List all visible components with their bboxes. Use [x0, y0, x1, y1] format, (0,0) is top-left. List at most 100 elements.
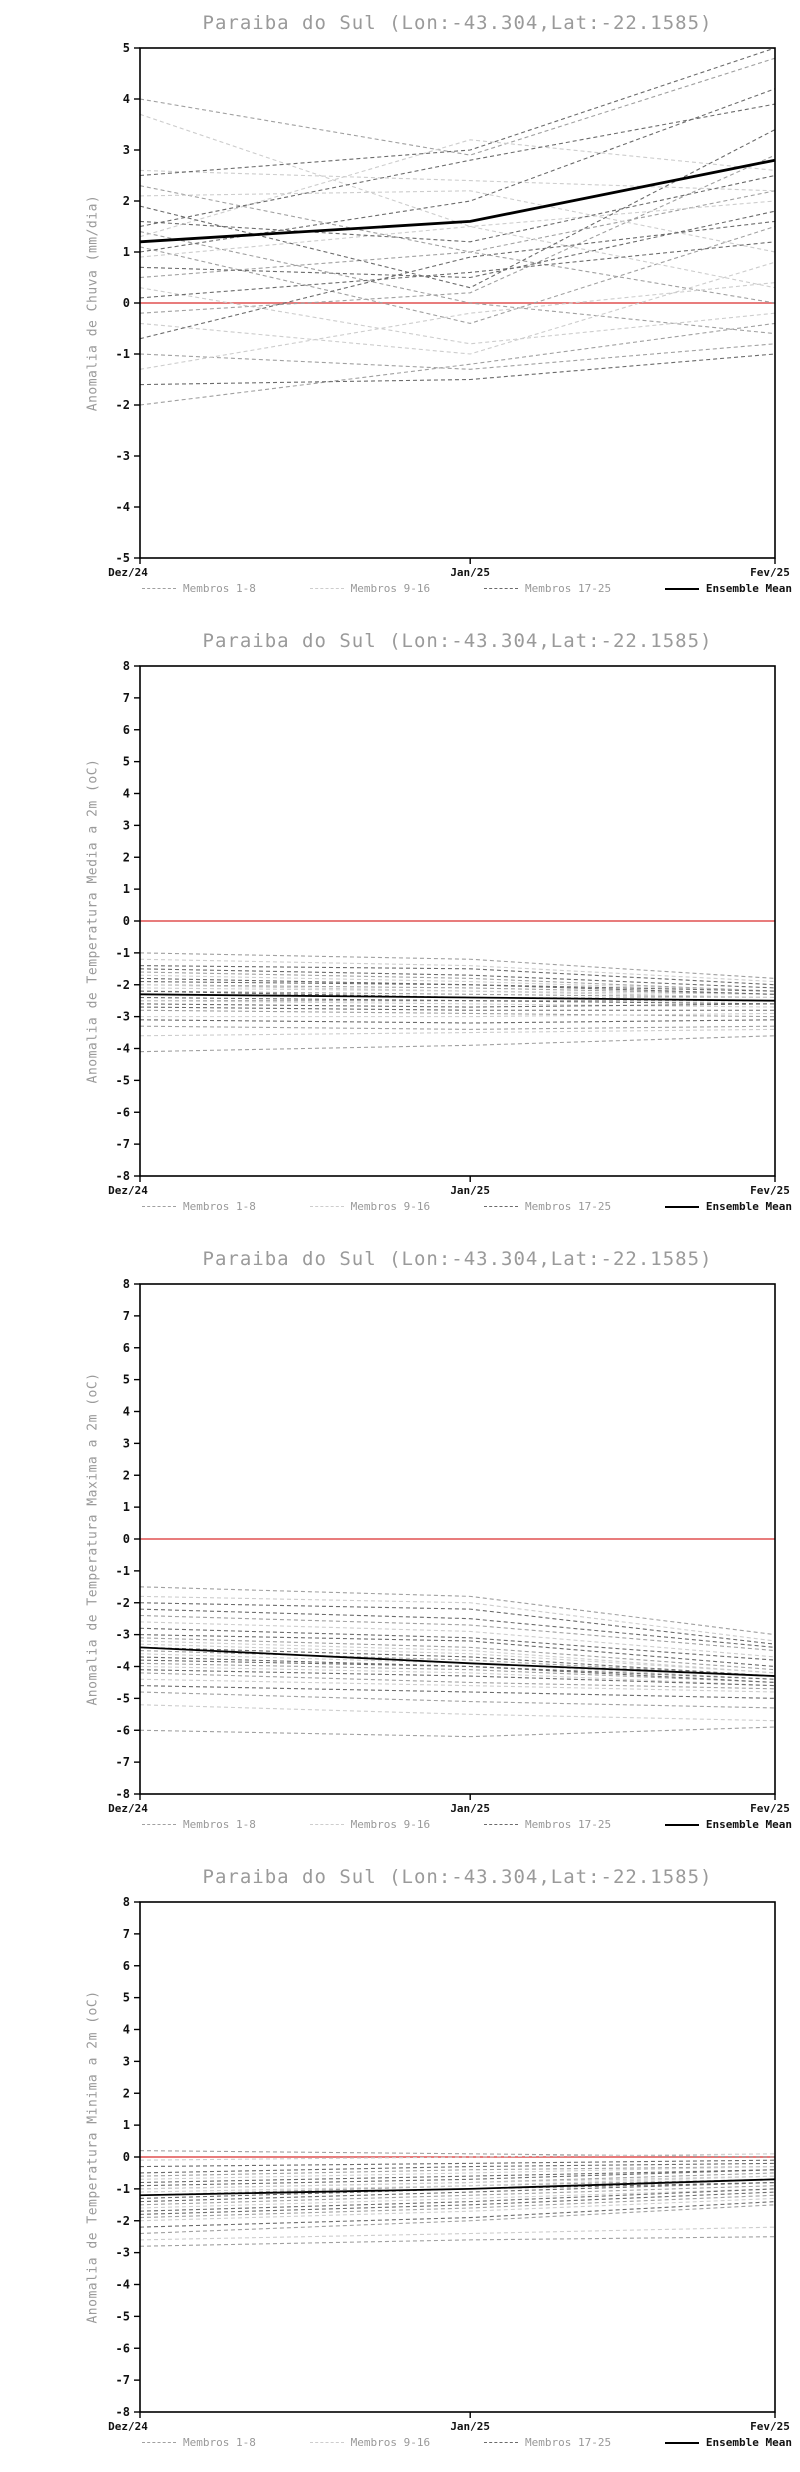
y-tick-label: -6: [116, 2341, 130, 2355]
dashed-line-sample-icon: [309, 1206, 344, 1207]
y-tick-label: -1: [116, 347, 130, 361]
y-tick-label: 0: [123, 296, 130, 310]
y-tick-label: -3: [116, 1010, 130, 1024]
dashed-line-sample-icon: [483, 1824, 518, 1825]
member-line: [139, 1640, 776, 1674]
y-tick-label: -4: [116, 2278, 130, 2292]
member-line: [139, 1003, 776, 1008]
legend-item-membros-1-8: Membros 1-8: [142, 2436, 256, 2449]
y-tick-label: 6: [123, 723, 130, 737]
y-tick-label: 4: [123, 2023, 130, 2037]
member-line: [139, 971, 776, 992]
y-tick-label: 3: [123, 818, 130, 832]
member-line: [139, 169, 776, 192]
member-line: [139, 2197, 776, 2222]
legend-item-membros-1-8: Membros 1-8: [142, 582, 256, 595]
member-line: [139, 1685, 776, 1699]
dashed-line-sample-icon: [309, 2442, 344, 2443]
legend-item-ensemble-mean: Ensemble Mean: [664, 1200, 792, 1213]
member-line: [139, 47, 776, 177]
member-line: [139, 1608, 776, 1648]
y-tick-label: 4: [123, 787, 130, 801]
y-tick-label: -5: [116, 1691, 130, 1705]
member-line: [139, 2159, 776, 2168]
member-line: [139, 57, 776, 156]
member-line: [139, 1009, 776, 1018]
plot-border: [139, 47, 776, 559]
chart-title: Paraiba do Sul (Lon:-43.304,Lat:-22.1585…: [202, 1248, 713, 1270]
x-tick-label: Fev/25: [750, 1184, 790, 1197]
member-line: [139, 185, 776, 253]
member-line: [139, 1614, 776, 1652]
member-line: [139, 1669, 776, 1687]
y-tick-label: -5: [116, 551, 130, 565]
ensemble-mean-line: [139, 158, 776, 244]
legend-item-membros-9-16: Membros 9-16: [309, 1200, 430, 1213]
y-tick-label: 5: [123, 1373, 130, 1387]
y-tick-label: 7: [123, 1927, 130, 1941]
y-tick-label: 7: [123, 1309, 130, 1323]
member-line: [139, 261, 776, 355]
y-tick-label: 5: [123, 1991, 130, 2005]
member-line: [139, 113, 776, 289]
member-line: [139, 2236, 776, 2247]
member-line: [139, 1627, 776, 1661]
legend-label: Ensemble Mean: [705, 2436, 792, 2449]
y-tick-label: 2: [123, 1468, 130, 1482]
y-tick-label: 6: [123, 1959, 130, 1973]
member-line: [139, 2226, 776, 2241]
chart-mean-temp-anomaly: Paraiba do Sul (Lon:-43.304,Lat:-22.1585…: [0, 618, 800, 1236]
plot-border: [139, 1283, 776, 1795]
legend-item-membros-17-25: Membros 17-25: [483, 1200, 611, 1213]
member-line: [139, 210, 776, 279]
legend-item-membros-17-25: Membros 17-25: [483, 1818, 611, 1831]
y-tick-label: -4: [116, 1660, 130, 1674]
member-line: [139, 987, 776, 995]
legend-label: Membros 1-8: [183, 1200, 256, 1213]
member-line: [139, 1672, 776, 1690]
y-tick-label: 2: [123, 2086, 130, 2100]
y-tick-label: 0: [123, 914, 130, 928]
member-line: [139, 1691, 776, 1709]
chart-min-temp-anomaly: Paraiba do Sul (Lon:-43.304,Lat:-22.1585…: [0, 1854, 800, 2472]
member-line: [139, 1025, 776, 1030]
y-tick-label: -3: [116, 2246, 130, 2260]
legend: Membros 1-8 Membros 9-16 Membros 17-25 E…: [142, 1818, 792, 1831]
member-line: [139, 251, 776, 304]
dashed-line-sample-icon: [142, 1206, 176, 1207]
legend-label: Membros 9-16: [350, 582, 431, 595]
member-line: [139, 1634, 776, 1668]
member-line: [139, 984, 776, 995]
legend-item-membros-9-16: Membros 9-16: [309, 582, 431, 595]
x-tick-label: Fev/25: [750, 566, 790, 579]
member-line: [139, 1726, 776, 1738]
y-tick-label: -4: [116, 500, 130, 514]
y-tick-label: 3: [123, 143, 130, 157]
dashed-line-sample-icon: [142, 2442, 176, 2443]
y-tick-label: -3: [116, 449, 130, 463]
member-line: [139, 2194, 776, 2219]
legend-item-ensemble-mean: Ensemble Mean: [664, 2436, 792, 2449]
dashed-line-sample-icon: [483, 1206, 518, 1207]
dashed-line-sample-icon: [309, 588, 344, 589]
member-line: [139, 1646, 776, 1677]
member-line: [139, 968, 776, 989]
member-line: [139, 2162, 776, 2174]
solid-line-sample-icon: [664, 1205, 699, 1208]
y-tick-label: -5: [116, 2309, 130, 2323]
member-line: [139, 1678, 776, 1693]
legend-item-membros-9-16: Membros 9-16: [309, 2436, 430, 2449]
legend: Membros 1-8 Membros 9-16 Membros 17-25 E…: [142, 2436, 792, 2449]
legend-label: Membros 9-16: [350, 1818, 431, 1831]
y-tick-label: -1: [116, 946, 130, 960]
y-tick-label: -8: [116, 1169, 130, 1183]
member-line: [139, 2153, 776, 2161]
y-tick-label: 3: [123, 2054, 130, 2068]
member-line: [139, 1028, 776, 1037]
chart-canvas: -8 -7 -6 -5 -4 -3 -2 -1 0 1 2 3 4 5 6 7 8 Dez/24 Jan/25 Fev…: [108, 1895, 790, 2433]
member-line: [139, 2188, 776, 2209]
legend-label: Membros 17-25: [524, 2436, 612, 2449]
member-line: [139, 103, 776, 228]
member-line: [139, 2166, 776, 2177]
member-line: [139, 1621, 776, 1658]
